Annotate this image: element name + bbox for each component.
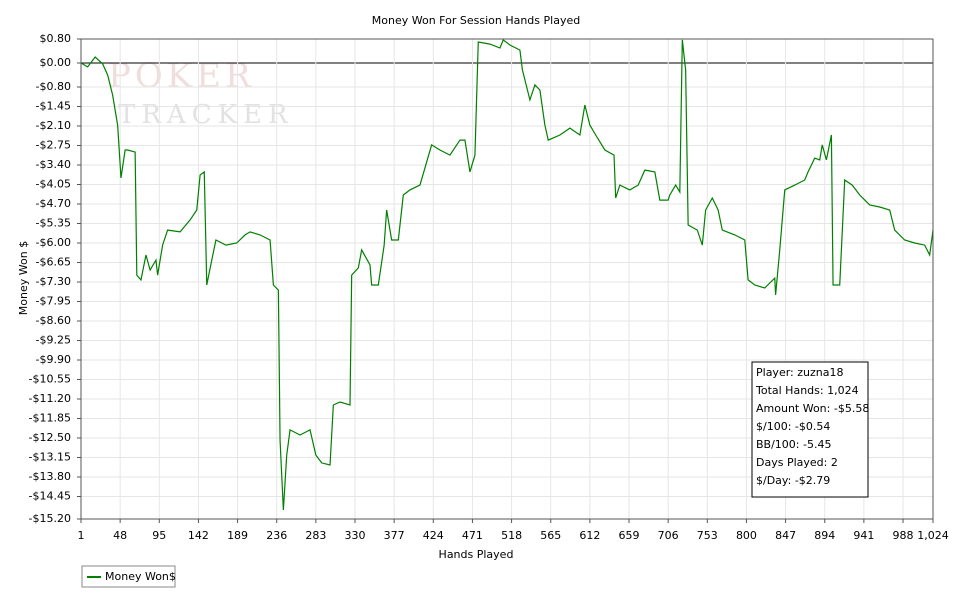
stats-box: Player: zuzna18 Total Hands: 1,024 Amount … (751, 361, 869, 498)
stats-line: Player: zuzna18 (756, 366, 843, 379)
x-tick-label: 988 (893, 529, 914, 542)
y-tick-label: -$13.80 (29, 470, 71, 483)
x-tick-label: 95 (152, 529, 166, 542)
x-tick-label: 518 (501, 529, 522, 542)
chart-title: Money Won For Session Hands Played (372, 14, 580, 27)
x-tick-label: 424 (423, 529, 444, 542)
x-tick-label: 1 (78, 529, 85, 542)
y-tick-label: $0.80 (40, 32, 72, 45)
y-tick-label: -$2.75 (36, 139, 71, 152)
x-tick-label: 800 (736, 529, 757, 542)
x-axis-title: Hands Played (439, 548, 514, 561)
x-tick-label: 48 (113, 529, 127, 542)
y-tick-label: -$9.90 (36, 353, 71, 366)
x-tick-label: 283 (305, 529, 326, 542)
stats-line: Total Hands: 1,024 (755, 384, 859, 397)
x-tick-label: 565 (540, 529, 561, 542)
y-tick-label: -$1.45 (36, 100, 71, 113)
stats-line: Days Played: 2 (756, 456, 838, 469)
y-tick-label: -$12.50 (29, 431, 71, 444)
stats-line: $/Day: -$2.79 (756, 474, 830, 487)
y-axis-title: Money Won $ (17, 241, 30, 315)
y-tick-label: -$6.00 (36, 236, 71, 249)
stats-line: Amount Won: -$5.58 (756, 402, 869, 415)
x-tick-label: 894 (814, 529, 835, 542)
x-tick-label: 236 (266, 529, 287, 542)
x-tick-label: 612 (579, 529, 600, 542)
x-tick-label: 377 (384, 529, 405, 542)
x-tick-label: 142 (188, 529, 209, 542)
x-tick-label: 753 (697, 529, 718, 542)
y-tick-label: -$3.40 (36, 158, 71, 171)
y-tick-label: -$5.35 (36, 217, 71, 230)
plot (80, 38, 934, 511)
y-tick-label: -$7.95 (36, 295, 71, 308)
y-tick-label: -$11.20 (29, 392, 71, 405)
watermark: POKER (108, 56, 255, 96)
y-tick-label: -$15.20 (29, 512, 71, 525)
y-tick-label: -$0.80 (36, 80, 71, 93)
y-tick-label: -$10.55 (29, 373, 71, 386)
plot-frame (80, 38, 934, 520)
x-tick-label: 706 (658, 529, 679, 542)
x-tick-label: 471 (462, 529, 483, 542)
y-tick-label: -$13.15 (29, 451, 71, 464)
y-tick-label: -$2.10 (36, 119, 71, 132)
y-tick-label: -$14.45 (29, 490, 71, 503)
x-tick-label: 330 (345, 529, 366, 542)
y-tick-label: -$4.70 (36, 197, 71, 210)
y-tick-label: -$11.85 (29, 412, 71, 425)
x-tick-label: 659 (619, 529, 640, 542)
x-tick-label: 1,024 (917, 529, 949, 542)
stats-line: BB/100: -5.45 (756, 438, 831, 451)
y-tick-label: -$7.30 (36, 275, 71, 288)
legend-label: Money Won$ (105, 570, 176, 583)
y-tick-label: -$9.25 (36, 334, 71, 347)
x-tick-label: 847 (775, 529, 796, 542)
stats-line: $/100: -$0.54 (756, 420, 830, 433)
x-tick-label: 941 (853, 529, 874, 542)
legend: Money Won$ (81, 565, 176, 588)
watermark: TRACKER (118, 100, 294, 130)
stats-frame (751, 361, 869, 498)
y-tick-label: -$4.05 (36, 178, 71, 191)
data-line (80, 38, 934, 511)
legend-frame (81, 565, 176, 588)
y-tick-label: -$8.60 (36, 314, 71, 327)
x-tick-label: 189 (227, 529, 248, 542)
y-tick-label: -$6.65 (36, 256, 71, 269)
y-tick-label: $0.00 (40, 56, 72, 69)
